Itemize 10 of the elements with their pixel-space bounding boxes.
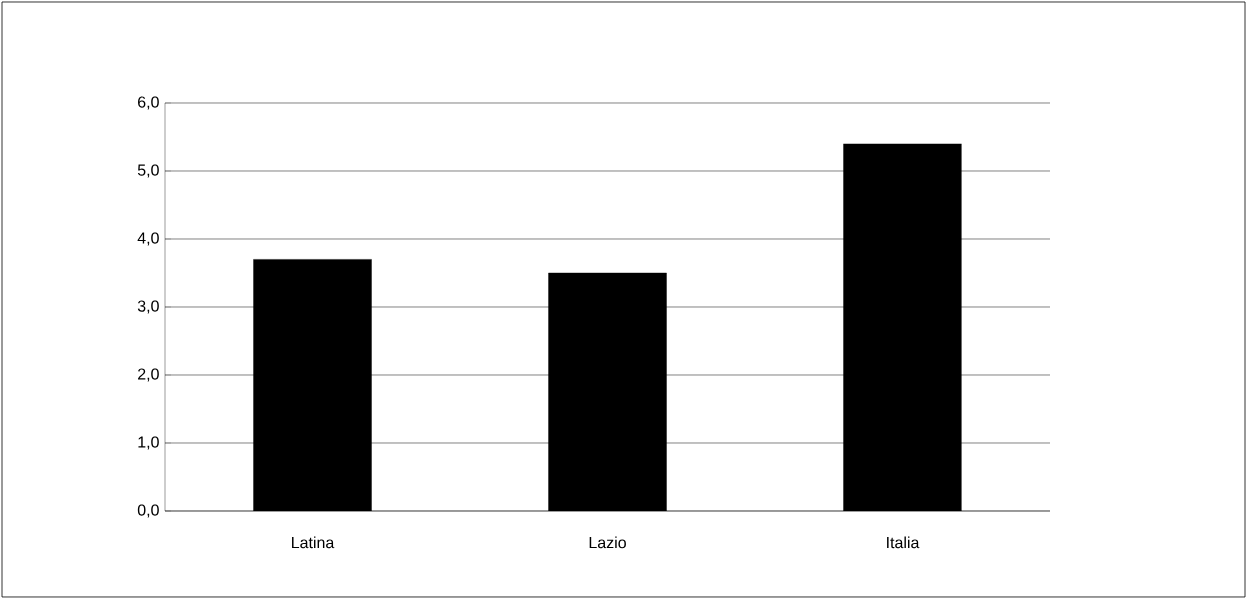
y-tick-label: 5,0 [137,164,159,178]
y-tick-label: 4,0 [137,232,159,246]
y-tick-label: 3,0 [137,300,159,314]
y-tick-label: 1,0 [138,436,159,450]
y-tick-label: 0,0 [137,504,159,518]
x-tick-label: Lazio [589,536,626,549]
y-tick-label: 2,0 [138,368,159,382]
y-tick-label: 6,0 [138,96,159,110]
x-tick-label: Italia [887,536,920,549]
x-tick-label: Latina [292,536,335,549]
